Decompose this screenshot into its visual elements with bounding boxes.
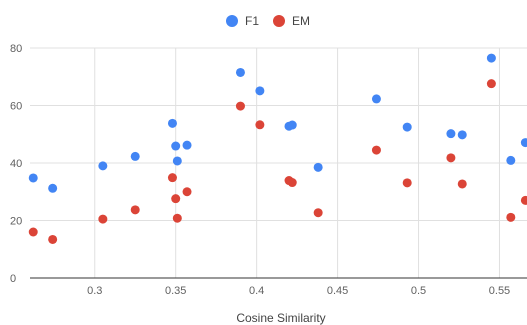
x-axis-title: Cosine Similarity xyxy=(236,311,325,325)
point-f1[interactable] xyxy=(520,138,527,148)
legend-f1-marker xyxy=(226,15,238,27)
y-tick-label: 40 xyxy=(10,158,22,170)
point-f1[interactable] xyxy=(172,156,182,166)
point-em[interactable] xyxy=(48,234,58,244)
legend-f1-label: F1 xyxy=(245,14,259,28)
point-em[interactable] xyxy=(255,120,265,130)
y-tick-label: 0 xyxy=(10,273,16,285)
point-em[interactable] xyxy=(287,178,297,188)
point-f1[interactable] xyxy=(402,122,412,132)
point-em[interactable] xyxy=(457,179,467,189)
point-em[interactable] xyxy=(371,145,381,155)
point-f1[interactable] xyxy=(506,155,516,165)
point-em[interactable] xyxy=(130,205,140,215)
legend-em-label: EM xyxy=(292,14,310,28)
point-em[interactable] xyxy=(520,195,527,205)
point-f1[interactable] xyxy=(446,129,456,139)
y-tick-label: 60 xyxy=(10,101,22,113)
x-tick-label: 0.55 xyxy=(489,285,510,297)
point-f1[interactable] xyxy=(313,162,323,172)
point-em[interactable] xyxy=(506,212,516,222)
point-f1[interactable] xyxy=(486,53,496,63)
point-em[interactable] xyxy=(171,194,181,204)
point-f1[interactable] xyxy=(130,151,140,161)
point-em[interactable] xyxy=(402,178,412,188)
legend-em-marker xyxy=(273,15,285,27)
y-tick-label: 20 xyxy=(10,216,22,228)
point-em[interactable] xyxy=(235,101,245,111)
point-em[interactable] xyxy=(182,187,192,197)
point-f1[interactable] xyxy=(98,161,108,171)
tick-labels: 0 20 40 60 80 0.3 0.35 0.4 0.45 0.5 0.55 xyxy=(10,43,510,297)
x-tick-label: 0.45 xyxy=(327,285,348,297)
legend-item-f1[interactable]: F1 xyxy=(226,14,259,28)
legend-item-em[interactable]: EM xyxy=(273,14,310,28)
point-f1[interactable] xyxy=(235,67,245,77)
point-em[interactable] xyxy=(446,153,456,163)
x-tick-label: 0.35 xyxy=(165,285,186,297)
point-f1[interactable] xyxy=(48,183,58,193)
point-f1[interactable] xyxy=(167,118,177,128)
point-em[interactable] xyxy=(98,214,108,224)
data-points xyxy=(28,53,527,244)
x-tick-label: 0.5 xyxy=(411,285,426,297)
point-f1[interactable] xyxy=(371,94,381,104)
point-f1[interactable] xyxy=(182,140,192,150)
point-f1[interactable] xyxy=(287,120,297,130)
point-em[interactable] xyxy=(167,173,177,183)
x-tick-label: 0.4 xyxy=(249,285,264,297)
point-em[interactable] xyxy=(313,208,323,218)
point-f1[interactable] xyxy=(171,141,181,151)
point-f1[interactable] xyxy=(457,130,467,140)
y-tick-label: 80 xyxy=(10,43,22,55)
point-f1[interactable] xyxy=(255,86,265,96)
point-em[interactable] xyxy=(28,227,38,237)
point-f1[interactable] xyxy=(28,173,38,183)
point-em[interactable] xyxy=(486,79,496,89)
point-em[interactable] xyxy=(172,213,182,223)
x-tick-label: 0.3 xyxy=(87,285,102,297)
legend: F1 EM xyxy=(226,14,310,28)
